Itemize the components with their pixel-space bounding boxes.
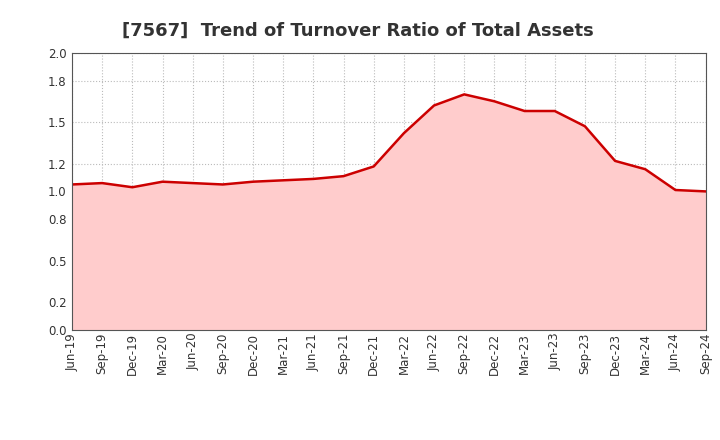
Text: [7567]  Trend of Turnover Ratio of Total Assets: [7567] Trend of Turnover Ratio of Total … [122, 22, 594, 40]
